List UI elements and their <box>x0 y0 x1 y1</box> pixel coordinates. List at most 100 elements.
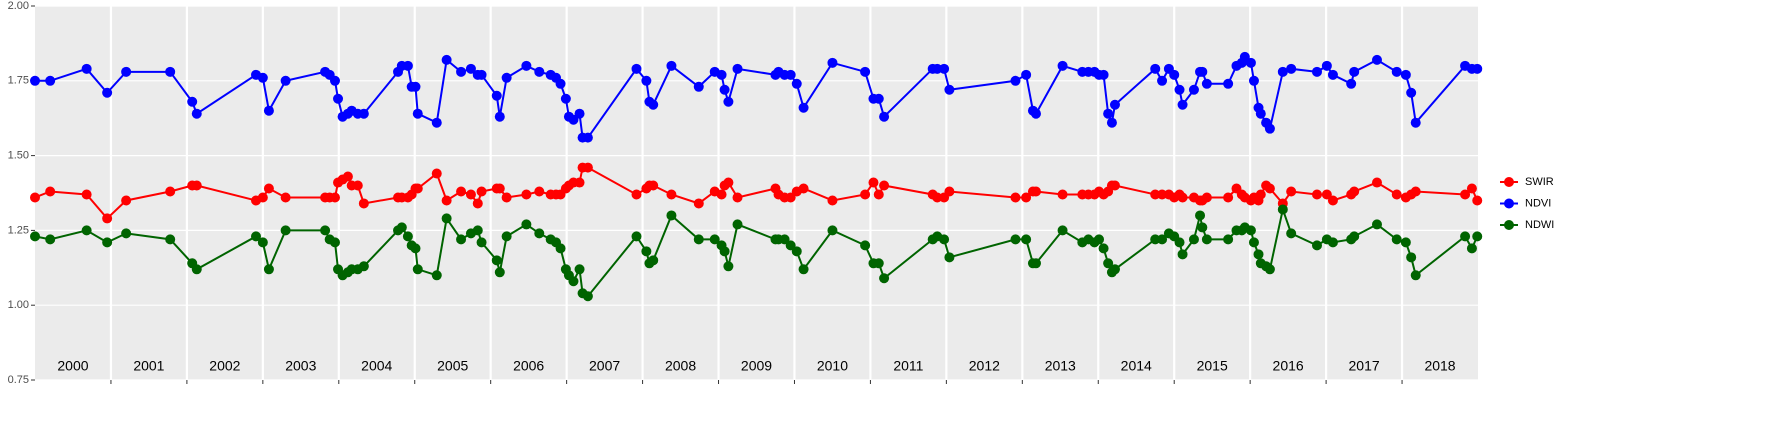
point <box>574 264 585 275</box>
point <box>456 66 467 77</box>
year-label: 2007 <box>589 358 620 374</box>
point <box>472 225 483 236</box>
point <box>879 111 890 122</box>
year-label: 2006 <box>513 358 544 374</box>
point <box>1406 87 1417 98</box>
point <box>1177 192 1188 203</box>
point <box>1030 258 1041 269</box>
point <box>568 276 579 287</box>
point <box>45 186 56 197</box>
point <box>723 96 734 107</box>
point <box>648 180 659 191</box>
point <box>465 189 476 200</box>
point <box>1286 186 1297 197</box>
point <box>30 75 40 86</box>
legend-marker <box>1504 177 1514 187</box>
y-tick-label: 2.00 <box>8 0 29 12</box>
year-label: 2003 <box>285 358 316 374</box>
point <box>257 237 268 248</box>
point <box>666 60 677 71</box>
point <box>1157 234 1168 245</box>
point <box>456 186 467 197</box>
point <box>827 57 838 68</box>
point <box>521 189 532 200</box>
point <box>723 261 734 272</box>
point <box>1264 183 1275 194</box>
point <box>441 54 452 65</box>
point <box>491 255 502 266</box>
point <box>501 72 512 83</box>
point <box>631 189 642 200</box>
point <box>534 66 545 77</box>
point <box>582 291 593 302</box>
point <box>1311 66 1322 77</box>
point <box>1103 108 1114 119</box>
point <box>494 111 505 122</box>
year-label: 2000 <box>57 358 88 374</box>
point <box>574 177 585 188</box>
point <box>860 240 871 251</box>
point <box>932 192 943 203</box>
legend-label: NDWI <box>1525 219 1554 231</box>
point <box>121 195 132 206</box>
point <box>1021 69 1032 80</box>
point <box>732 192 743 203</box>
point <box>574 108 585 119</box>
point <box>187 96 198 107</box>
point <box>329 75 340 86</box>
year-label: 2016 <box>1273 358 1304 374</box>
point <box>81 225 92 236</box>
point <box>785 69 796 80</box>
legend-label: SWIR <box>1525 176 1554 188</box>
point <box>1371 219 1382 230</box>
point <box>494 183 505 194</box>
point <box>410 81 421 92</box>
year-label: 2013 <box>1045 358 1076 374</box>
point <box>1021 192 1032 203</box>
year-label: 2011 <box>893 358 923 374</box>
point <box>1472 231 1483 242</box>
point <box>1098 243 1109 254</box>
point <box>30 231 40 242</box>
point <box>476 186 487 197</box>
point <box>431 168 442 179</box>
point <box>165 186 176 197</box>
point <box>191 264 202 275</box>
point <box>1057 60 1068 71</box>
point <box>1245 225 1256 236</box>
point <box>860 66 871 77</box>
point <box>932 63 943 74</box>
point <box>102 237 113 248</box>
point <box>30 192 40 203</box>
point <box>521 219 532 230</box>
point <box>263 105 274 116</box>
point <box>1103 258 1114 269</box>
point <box>939 63 950 74</box>
point <box>1277 204 1288 215</box>
point <box>280 75 291 86</box>
point <box>358 198 369 209</box>
point <box>1177 99 1188 110</box>
point <box>1460 189 1471 200</box>
point <box>476 69 487 80</box>
point <box>1201 78 1212 89</box>
point <box>1245 57 1256 68</box>
point <box>641 75 652 86</box>
point <box>1371 177 1382 188</box>
point <box>402 231 413 242</box>
point <box>560 93 571 104</box>
point <box>431 270 442 281</box>
point <box>1188 84 1199 95</box>
point <box>1109 180 1120 191</box>
point <box>412 264 423 275</box>
point <box>1010 192 1021 203</box>
point <box>1410 186 1421 197</box>
point <box>456 234 467 245</box>
point <box>827 225 838 236</box>
point <box>1109 99 1120 110</box>
year-label: 2012 <box>969 358 1000 374</box>
point <box>944 252 955 263</box>
point <box>1349 186 1360 197</box>
point <box>1406 252 1417 263</box>
point <box>798 102 809 113</box>
